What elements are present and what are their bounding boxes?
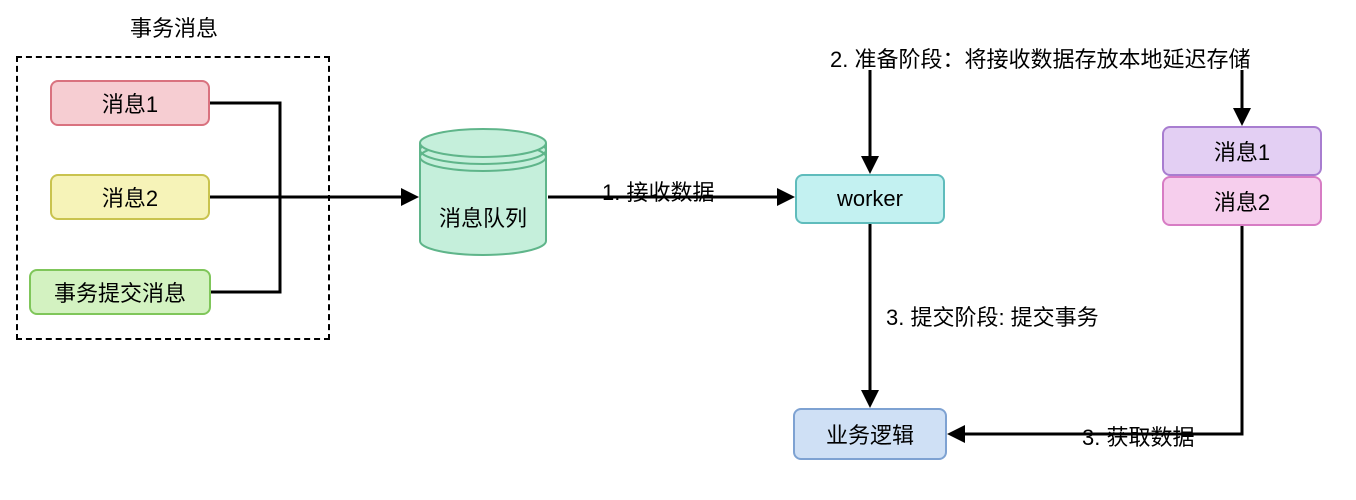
node-worker: worker: [795, 174, 945, 224]
node-logic-label: 业务逻辑: [826, 418, 914, 450]
node-msg2-label: 消息2: [102, 181, 158, 213]
node-queue: 消息队列: [418, 127, 548, 257]
node-commit-msg-label: 事务提交消息: [54, 276, 186, 308]
node-msg1-label: 消息1: [102, 87, 158, 119]
node-stored-msg2-label: 消息2: [1214, 185, 1270, 217]
node-queue-label: 消息队列: [418, 201, 548, 233]
node-stored-msg2: 消息2: [1162, 176, 1322, 226]
node-logic: 业务逻辑: [793, 408, 947, 460]
node-stored-msg1-label: 消息1: [1214, 135, 1270, 167]
node-msg1: 消息1: [50, 80, 210, 126]
node-msg2: 消息2: [50, 174, 210, 220]
node-commit-msg: 事务提交消息: [29, 269, 211, 315]
node-worker-label: worker: [837, 186, 903, 212]
node-stored-msg1: 消息1: [1162, 126, 1322, 176]
edge-label-1: 1. 接收数据: [602, 175, 714, 207]
edge-label-2: 2. 准备阶段：将接收数据存放本地延迟存储: [830, 42, 1250, 74]
edge-label-3: 3. 提交阶段: 提交事务: [886, 300, 1099, 332]
diagram-title: 事务消息: [130, 11, 218, 43]
cylinder-icon: [418, 127, 548, 257]
edge-label-4: 3. 获取数据: [1082, 420, 1194, 452]
